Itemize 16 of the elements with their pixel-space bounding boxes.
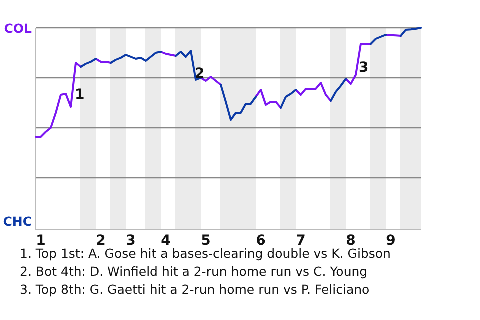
x-tick-label: 6	[256, 233, 266, 249]
text: COL	[4, 21, 32, 36]
x-tick-label: 3	[126, 233, 136, 249]
text: 1. Top 1st: A. Gose hit a bases-clearing double vs K. Gibson	[20, 246, 391, 261]
text: 3. Top 8th: G. Gaetti hit a 2-run home run vs P. Feliciano	[20, 282, 370, 297]
text: 2. Bot 4th: D. Winfield hit a 2-run home run vs C. Young	[20, 264, 368, 279]
x-tick-label: 7	[296, 233, 306, 249]
x-tick-label: 8	[346, 233, 356, 249]
x-tick-label: 4	[161, 233, 172, 249]
x-tick-label: 2	[96, 233, 106, 249]
x-tick-label: 1	[36, 233, 46, 249]
annotation: 3	[359, 60, 369, 76]
text: CHC	[3, 214, 32, 229]
x-tick-label: 9	[386, 233, 396, 249]
annotation: 1	[75, 87, 85, 103]
x-tick-label: 5	[201, 233, 211, 249]
